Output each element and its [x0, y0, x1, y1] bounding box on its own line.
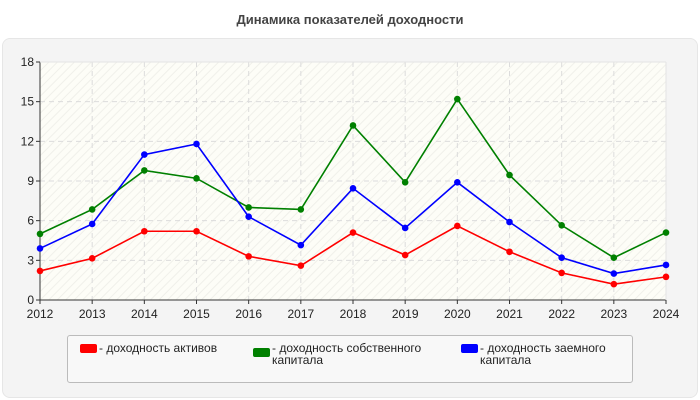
data-point — [36, 230, 44, 238]
data-point — [36, 267, 44, 275]
data-point — [88, 220, 96, 228]
legend: - доходность активов - доходность собств… — [67, 335, 633, 383]
data-point — [558, 269, 565, 277]
data-point — [454, 95, 461, 103]
legend-swatch — [80, 344, 97, 353]
data-point — [506, 248, 513, 256]
data-point — [454, 222, 461, 230]
legend-item-assets: - доходность активов — [80, 342, 250, 354]
y-tick-label: 6 — [27, 214, 34, 228]
data-point — [610, 254, 618, 261]
data-point — [454, 179, 461, 186]
data-point — [297, 241, 305, 249]
data-point — [193, 227, 200, 235]
x-tick-label: 2022 — [548, 307, 575, 321]
data-point — [297, 206, 305, 213]
data-point — [245, 253, 252, 260]
data-point — [558, 221, 565, 229]
data-point — [193, 175, 200, 182]
x-tick-label: 2014 — [131, 307, 158, 321]
x-tick-label: 2024 — [653, 307, 680, 321]
x-tick-label: 2018 — [340, 307, 367, 321]
data-point — [245, 204, 252, 211]
data-point — [349, 122, 357, 129]
x-tick-label: 2012 — [27, 307, 54, 321]
y-tick-label: 15 — [21, 95, 35, 109]
y-tick-label: 9 — [27, 174, 34, 188]
legend-item-equity: - доходность собственного капитала — [253, 342, 453, 366]
data-point — [349, 184, 357, 192]
data-point — [36, 245, 44, 252]
data-point — [610, 270, 618, 277]
legend-swatch — [253, 348, 270, 357]
data-point — [401, 224, 409, 232]
data-point — [141, 227, 148, 235]
data-point — [88, 255, 96, 262]
data-point — [558, 254, 565, 261]
data-point — [297, 262, 305, 269]
data-point — [662, 261, 670, 269]
data-point — [349, 229, 357, 236]
data-point — [662, 273, 670, 281]
legend-swatch — [461, 344, 478, 353]
data-point — [506, 218, 513, 226]
chart-title: Динамика показателей доходности — [236, 12, 464, 27]
y-tick-label: 3 — [27, 253, 34, 267]
x-tick-label: 2015 — [183, 307, 210, 321]
y-tick-label: 18 — [21, 55, 35, 69]
data-point — [401, 179, 409, 186]
data-point — [141, 151, 148, 158]
data-point — [662, 229, 670, 236]
data-point — [193, 140, 200, 148]
y-tick-label: 12 — [21, 134, 35, 148]
x-tick-label: 2019 — [392, 307, 419, 321]
x-tick-label: 2021 — [496, 307, 523, 321]
legend-item-debt: - доходность заемного капитала — [461, 342, 631, 366]
y-tick-label: 0 — [27, 293, 34, 307]
x-tick-label: 2023 — [600, 307, 627, 321]
data-point — [401, 251, 409, 259]
x-tick-label: 2020 — [444, 307, 471, 321]
data-point — [88, 206, 96, 213]
data-point — [245, 213, 252, 220]
data-point — [506, 171, 513, 179]
data-point — [141, 167, 148, 174]
data-point — [610, 280, 618, 288]
x-tick-label: 2013 — [79, 307, 106, 321]
x-tick-label: 2016 — [235, 307, 262, 321]
x-tick-label: 2017 — [287, 307, 314, 321]
